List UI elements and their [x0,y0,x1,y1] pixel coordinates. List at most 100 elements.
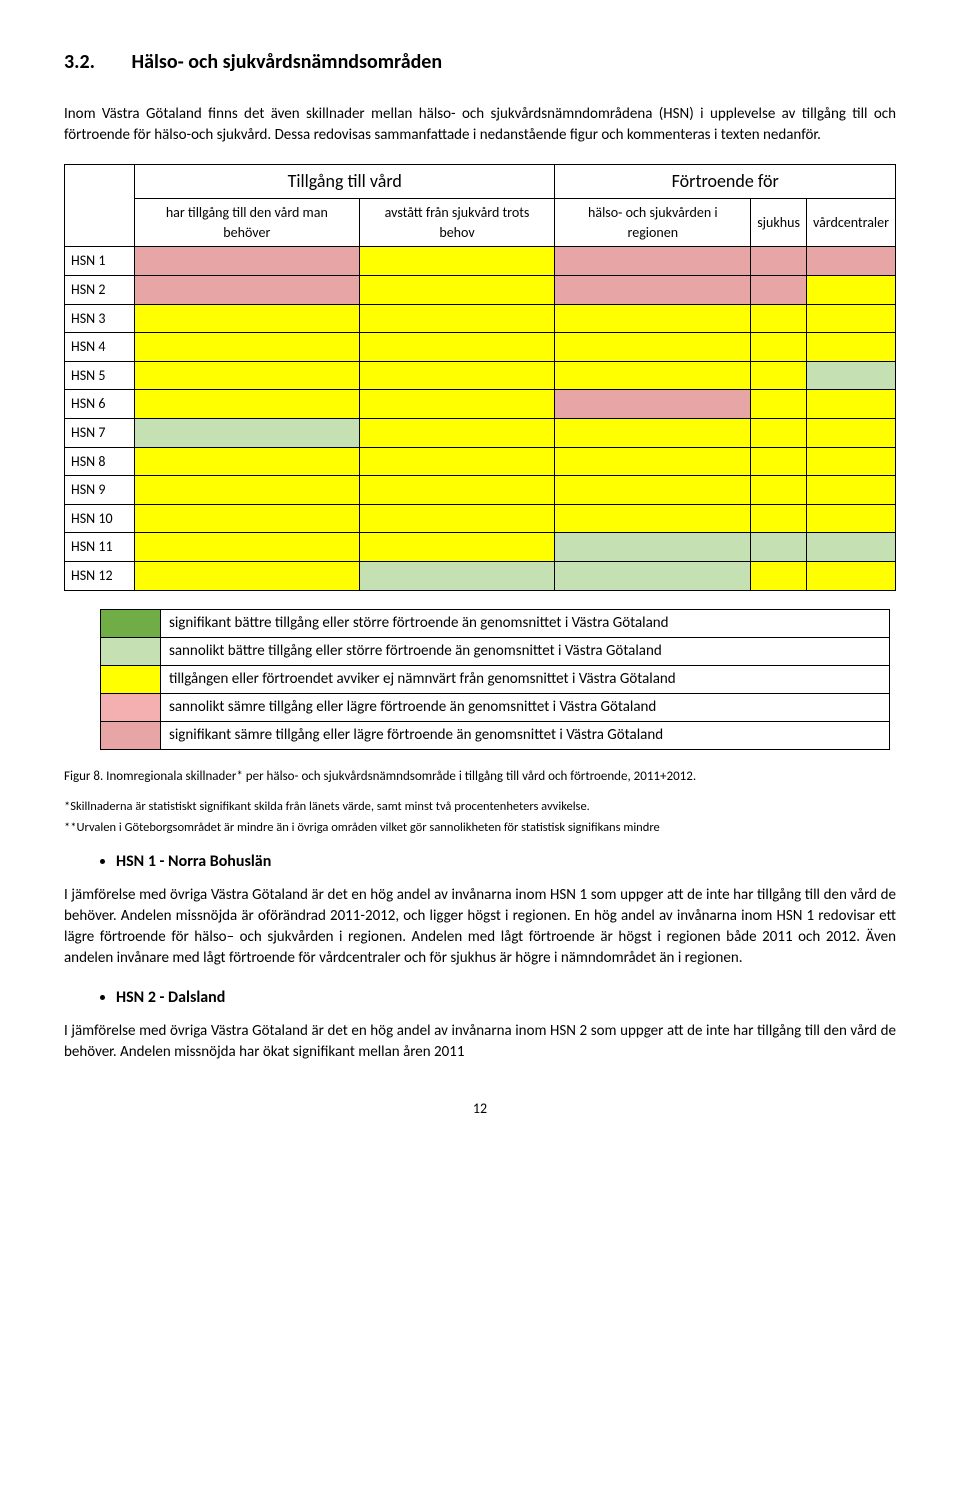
color-cell [135,533,360,562]
color-cell [555,504,751,533]
hsn1-paragraph: I jämförelse med övriga Västra Götaland … [64,885,896,969]
row-label: HSN 12 [65,561,135,590]
row-label: HSN 8 [65,447,135,476]
legend-row: tillgången eller förtroendet avviker ej … [101,665,890,693]
color-cell [555,304,751,333]
legend-row: signifikant sämre tillgång eller lägre f… [101,721,890,749]
color-cell [135,333,360,362]
figure-caption: Figur 8. Inomregionala skillnader* per h… [64,768,896,786]
color-cell [806,476,895,505]
color-cell [751,418,807,447]
table-row: HSN 8 [65,447,896,476]
table-row: HSN 10 [65,504,896,533]
color-cell [806,304,895,333]
color-cell [555,390,751,419]
color-cell [751,447,807,476]
row-label: HSN 5 [65,361,135,390]
color-cell [806,333,895,362]
table-corner [65,165,135,247]
sub-header-1: avstått från sjukvård trots behov [359,199,555,247]
row-label: HSN 4 [65,333,135,362]
row-label: HSN 11 [65,533,135,562]
sub-header-0: har tillgång till den vård man behöver [135,199,360,247]
heading-number: 3.2. [64,48,95,76]
color-cell [555,533,751,562]
legend-swatch [101,721,161,749]
row-label: HSN 3 [65,304,135,333]
page-number: 12 [64,1099,896,1119]
color-cell [806,447,895,476]
color-cell [359,247,555,276]
group-header-2: Förtroende för [555,165,896,199]
color-cell [751,247,807,276]
legend-row: sannolikt sämre tillgång eller lägre för… [101,693,890,721]
hsn-table: Tillgång till vårdFörtroende förhar till… [64,164,896,591]
sub-header-4: vårdcentraler [806,199,895,247]
row-label: HSN 9 [65,476,135,505]
color-cell [751,476,807,505]
subsection-2-title: HSN 2 - Dalsland [116,987,896,1009]
color-cell [135,361,360,390]
color-cell [359,447,555,476]
color-cell [751,333,807,362]
color-cell [359,333,555,362]
color-cell [751,275,807,304]
section-heading: 3.2. Hälso- och sjukvårdsnämndsområden [64,48,896,76]
color-cell [359,304,555,333]
intro-paragraph: Inom Västra Götaland finns det även skil… [64,104,896,146]
color-cell [806,275,895,304]
legend-text: signifikant sämre tillgång eller lägre f… [161,721,890,749]
legend-swatch [101,665,161,693]
color-cell [135,275,360,304]
table-body: HSN 1HSN 2HSN 3HSN 4HSN 5HSN 6HSN 7HSN 8… [65,247,896,590]
legend-text: signifikant bättre tillgång eller större… [161,609,890,637]
color-cell [135,418,360,447]
color-cell [751,533,807,562]
footnote-1: *Skillnaderna är statistiskt signifikant… [64,798,896,816]
color-cell [135,390,360,419]
footnote-2: **Urvalen i Göteborgsområdet är mindre ä… [64,819,896,837]
row-label: HSN 1 [65,247,135,276]
color-cell [359,561,555,590]
color-cell [751,561,807,590]
legend-text: tillgången eller förtroendet avviker ej … [161,665,890,693]
color-cell [555,247,751,276]
table-row: HSN 6 [65,390,896,419]
color-cell [555,561,751,590]
color-cell [359,533,555,562]
sub-header-2: hälso- och sjukvården i regionen [555,199,751,247]
table-row: HSN 5 [65,361,896,390]
color-cell [135,304,360,333]
color-cell [806,390,895,419]
heading-title: Hälso- och sjukvårdsnämndsområden [132,50,443,74]
subsection-1-title: HSN 1 - Norra Bohuslän [116,851,896,873]
color-cell [555,476,751,505]
color-cell [555,447,751,476]
legend-text: sannolikt bättre tillgång eller större f… [161,637,890,665]
color-cell [555,361,751,390]
color-cell [359,476,555,505]
hsn2-paragraph: I jämförelse med övriga Västra Götaland … [64,1021,896,1063]
table-row: HSN 7 [65,418,896,447]
legend-table: signifikant bättre tillgång eller större… [100,609,890,750]
color-cell [135,561,360,590]
color-cell [359,275,555,304]
table-row: HSN 3 [65,304,896,333]
table-row: HSN 4 [65,333,896,362]
color-cell [359,390,555,419]
subsection-2-bullet: HSN 2 - Dalsland [64,987,896,1009]
table-row: HSN 9 [65,476,896,505]
color-cell [135,476,360,505]
color-cell [359,418,555,447]
legend-swatch [101,693,161,721]
row-label: HSN 7 [65,418,135,447]
legend-text: sannolikt sämre tillgång eller lägre för… [161,693,890,721]
sub-header-3: sjukhus [751,199,807,247]
color-cell [751,390,807,419]
table-head: Tillgång till vårdFörtroende förhar till… [65,165,896,247]
table-row: HSN 1 [65,247,896,276]
color-cell [806,418,895,447]
row-label: HSN 6 [65,390,135,419]
color-cell [806,533,895,562]
color-cell [751,304,807,333]
